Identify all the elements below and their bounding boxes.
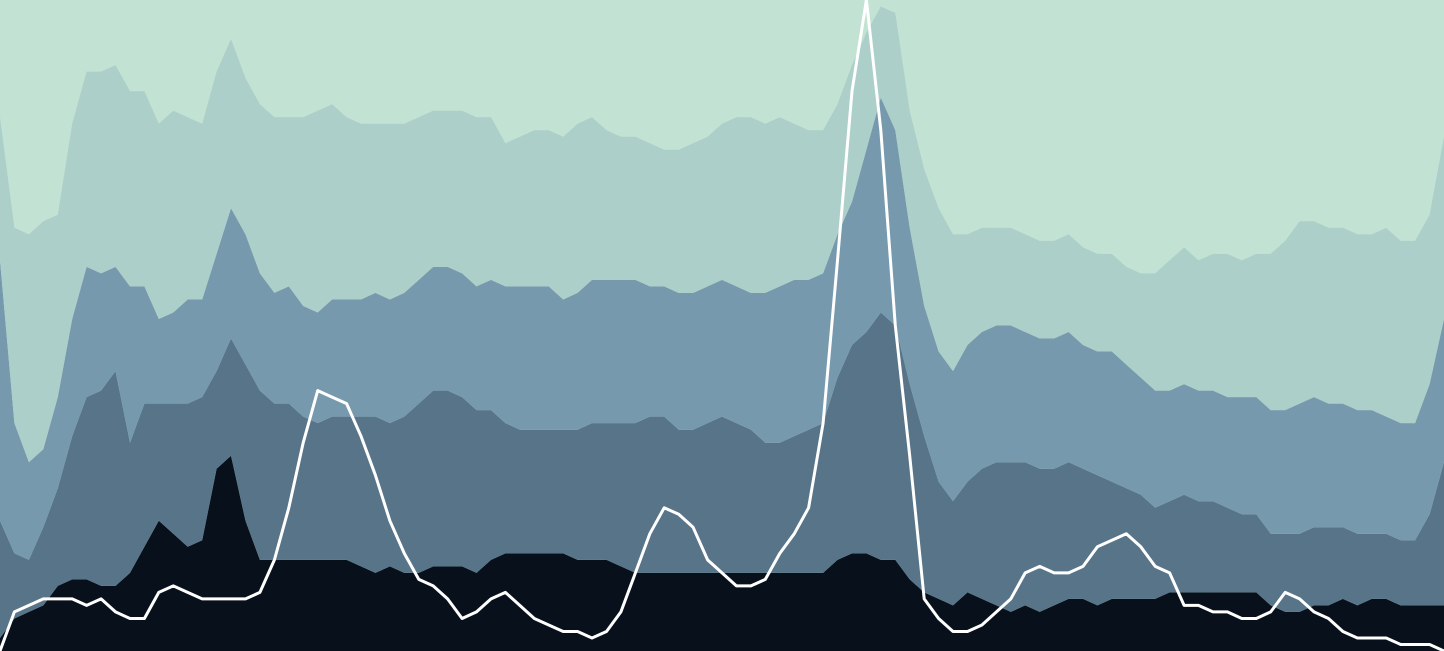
area-layers bbox=[0, 6, 1444, 651]
area-series-1 bbox=[0, 455, 1444, 651]
area-series-3 bbox=[0, 97, 1444, 560]
area-series-4 bbox=[0, 6, 1444, 463]
area-series-2 bbox=[0, 312, 1444, 638]
